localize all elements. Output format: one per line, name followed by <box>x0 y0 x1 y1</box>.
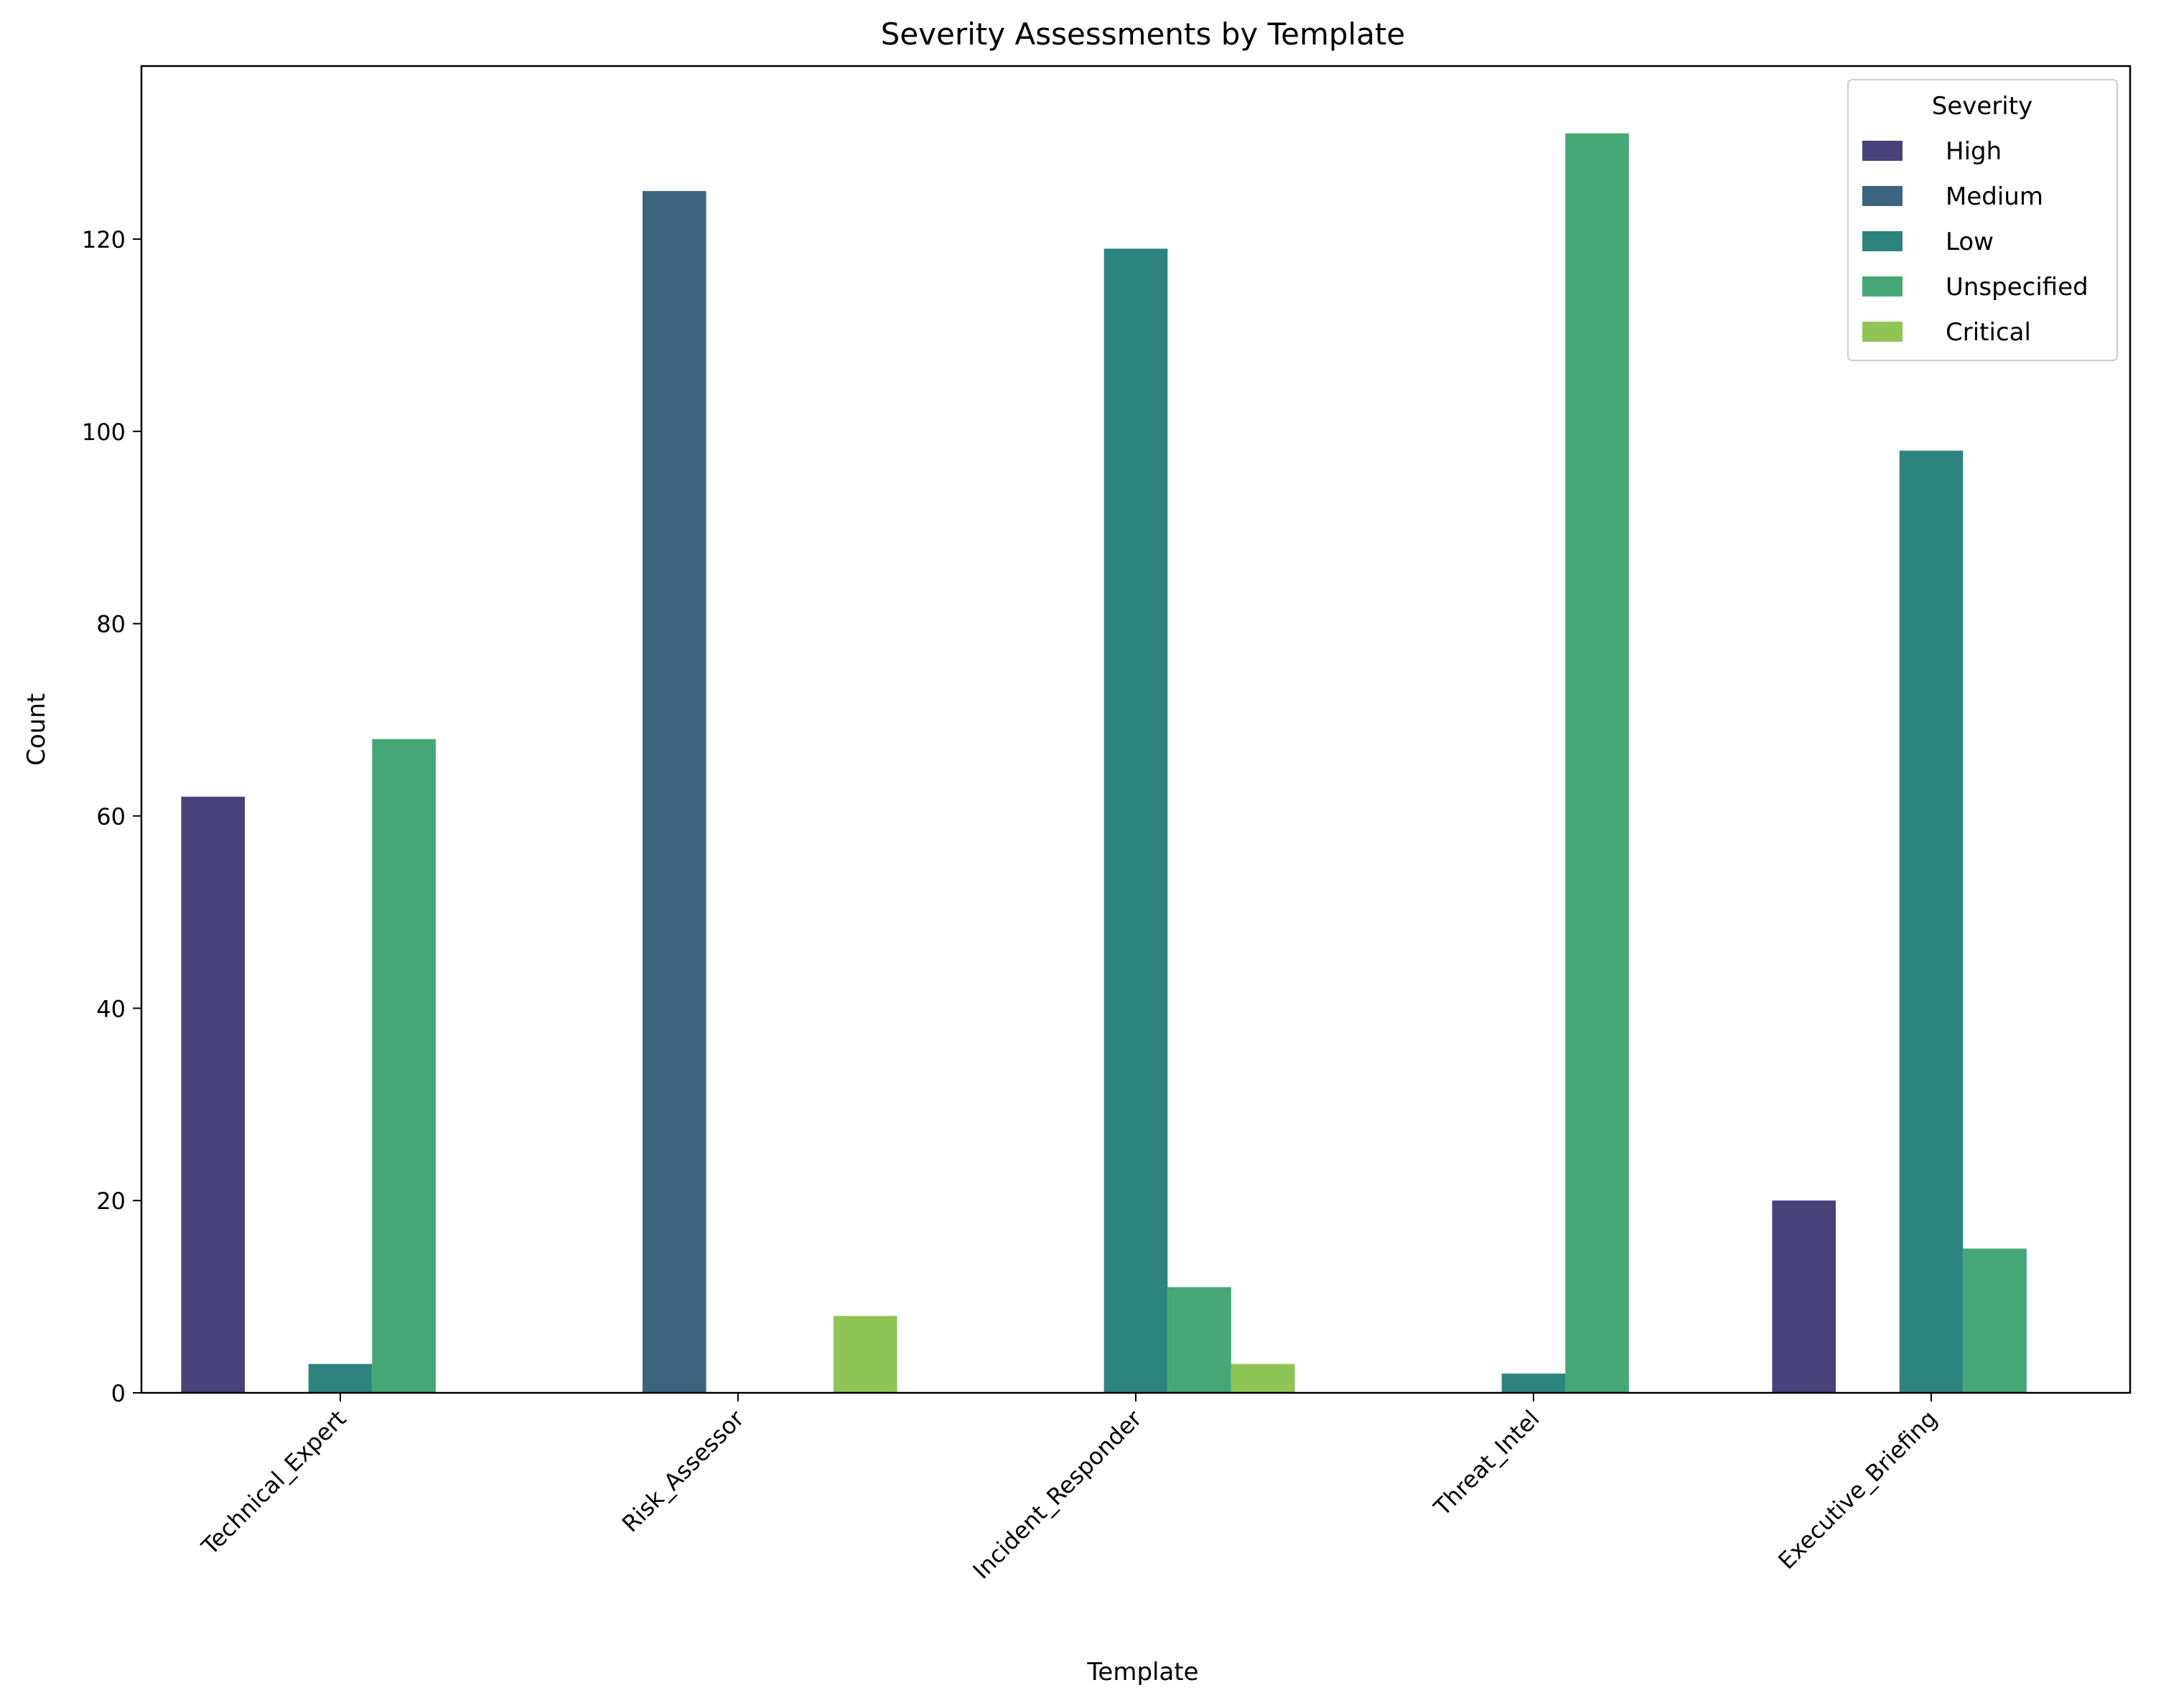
legend-swatch-critical <box>1862 322 1903 342</box>
legend: Severity High Medium Low Unspecified Critica… <box>1847 79 2118 361</box>
y-tick-label: 80 <box>96 611 126 638</box>
y-tick-label: 120 <box>82 226 126 253</box>
y-tick-label: 40 <box>96 995 126 1022</box>
legend-swatch-unspecified <box>1862 276 1903 297</box>
legend-label-low: Low <box>1946 228 1994 256</box>
legend-label-high: High <box>1946 137 2002 166</box>
bar-unspecified-threat-intel <box>1565 133 1629 1394</box>
bar-high-executive-briefing <box>1772 1200 1836 1393</box>
bar-critical-risk-assessor <box>834 1315 897 1393</box>
bars-layer <box>181 133 2027 1394</box>
y-tick-label: 100 <box>82 419 126 446</box>
y-tick-label: 60 <box>96 803 126 831</box>
bar-low-threat-intel <box>1501 1373 1566 1393</box>
legend-swatch-high <box>1862 141 1903 161</box>
bar-low-executive-briefing <box>1899 450 1964 1394</box>
y-axis-label: Count <box>22 694 51 766</box>
legend-label-unspecified: Unspecified <box>1946 273 2088 302</box>
legend-label-medium: Medium <box>1946 182 2043 211</box>
chart-title: Severity Assessments by Template <box>881 17 1406 52</box>
bar-critical-incident-responder <box>1231 1363 1295 1393</box>
bar-unspecified-incident-responder <box>1167 1287 1231 1393</box>
bar-medium-risk-assessor <box>643 191 706 1394</box>
bar-low-incident-responder <box>1103 248 1168 1393</box>
legend-title: Severity <box>1932 92 2032 121</box>
bar-unspecified-technical-expert <box>372 739 436 1393</box>
bar-low-technical-expert <box>308 1363 373 1393</box>
y-tick-label: 0 <box>111 1380 126 1407</box>
bar-unspecified-executive-briefing <box>1963 1249 2027 1393</box>
y-axis: 0 20 40 60 80 100 120 <box>82 226 141 1407</box>
y-tick-label: 20 <box>96 1187 126 1215</box>
legend-swatch-medium <box>1862 186 1903 206</box>
x-axis-label: Template <box>1086 1658 1198 1686</box>
legend-swatch-low <box>1862 231 1903 251</box>
legend-label-critical: Critical <box>1946 318 2031 347</box>
bar-high-technical-expert <box>181 796 245 1393</box>
legend-box <box>1847 79 2118 361</box>
